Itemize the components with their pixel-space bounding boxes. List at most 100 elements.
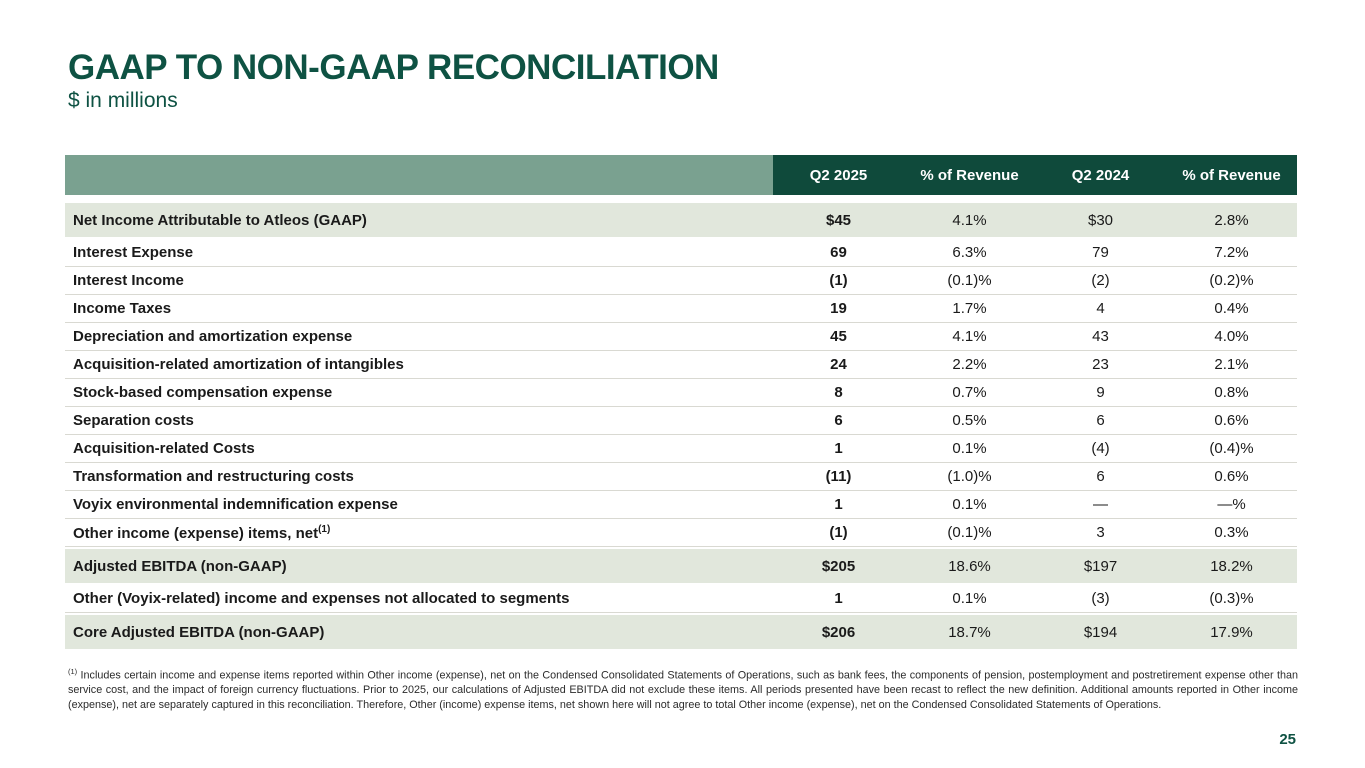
row-label: Net Income Attributable to Atleos (GAAP) <box>73 211 367 229</box>
row-value: (1.0)% <box>947 468 992 485</box>
row-label: Other (Voyix-related) income and expense… <box>73 590 570 607</box>
row-value: 0.3% <box>1214 524 1249 541</box>
row-value: 4.1% <box>952 211 987 229</box>
row-value: (0.3)% <box>1209 590 1254 607</box>
row-value: 0.8% <box>1214 384 1249 401</box>
row-value: 23 <box>1092 356 1109 373</box>
row-value: (0.4)% <box>1209 440 1254 457</box>
row-value: 45 <box>830 328 847 345</box>
row-value: 9 <box>1096 384 1105 401</box>
row-label: Adjusted EBITDA (non-GAAP) <box>73 557 287 575</box>
row-value: 8 <box>834 384 843 401</box>
row-value: 6.3% <box>952 244 987 261</box>
row-value: 24 <box>830 356 847 373</box>
table-header-row: Q2 2025 % of Revenue Q2 2024 % of Revenu… <box>65 155 1297 195</box>
row-value: 2.2% <box>952 356 987 373</box>
table-row: Interest Income (1) (0.1)% (2) (0.2)% <box>65 267 1297 295</box>
table-row: Stock-based compensation expense 8 0.7% 9 0.… <box>65 379 1297 407</box>
page-number: 25 <box>1279 731 1296 748</box>
row-value: (1) <box>829 524 848 541</box>
column-header-q2-2024: Q2 2024 <box>1035 155 1166 195</box>
row-value: 0.6% <box>1214 468 1249 485</box>
table-row: Adjusted EBITDA (non-GAAP) $205 18.6% $197 1… <box>65 549 1297 583</box>
footnote-text: Includes certain income and expense item… <box>68 669 1299 712</box>
subtitle: $ in millions <box>68 89 178 112</box>
row-label: Depreciation and amortization expense <box>73 328 353 345</box>
row-label: Acquisition-related amortization of inta… <box>73 356 404 373</box>
row-label: Separation costs <box>73 412 194 429</box>
row-label-superscript: (1) <box>318 523 331 535</box>
row-value: 18.2% <box>1210 557 1253 575</box>
row-value: 1 <box>834 496 843 513</box>
row-value: 1 <box>834 440 843 457</box>
row-value: 0.6% <box>1214 412 1249 429</box>
row-value: 7.2% <box>1214 244 1249 261</box>
row-label: Stock-based compensation expense <box>73 384 333 401</box>
row-value: — <box>1093 496 1108 513</box>
table-row: Other income (expense) items, net(1) (1)(… <box>65 519 1297 547</box>
row-value: $194 <box>1083 623 1118 641</box>
row-value: (0.1)% <box>947 524 992 541</box>
row-value: 0.1% <box>952 440 987 457</box>
row-label: Acquisition-related Costs <box>73 440 255 457</box>
row-value: 4 <box>1096 300 1105 317</box>
row-value: (2) <box>1091 272 1110 289</box>
row-value: $45 <box>825 211 852 229</box>
table-row: Separation costs 6 0.5% 6 0.6% <box>65 407 1297 435</box>
row-label: Transformation and restructuring costs <box>73 468 354 485</box>
table-body: Net Income Attributable to Atleos (GAAP)… <box>65 203 1297 649</box>
row-value: (11) <box>825 468 852 485</box>
footnote-marker: (1) <box>68 667 78 676</box>
row-value: 2.1% <box>1214 356 1249 373</box>
row-value: $30 <box>1087 211 1114 229</box>
row-value: 19 <box>830 300 847 317</box>
row-label: Interest Expense <box>73 244 194 261</box>
row-value: 1.7% <box>952 300 987 317</box>
table-row: Core Adjusted EBITDA (non-GAAP) $206 18.7%… <box>65 615 1297 649</box>
table-row: Acquisition-related Costs 1 0.1% (4) (0.4)% <box>65 435 1297 463</box>
table-row: Voyix environmental indemnification expe… <box>65 491 1297 519</box>
row-value: 43 <box>1092 328 1109 345</box>
row-label: Income Taxes <box>73 300 172 317</box>
row-value: (4) <box>1091 440 1110 457</box>
table-row: Interest Expense 69 6.3% 79 7.2% <box>65 239 1297 267</box>
header-spacer <box>65 155 773 195</box>
column-header-pct-revenue-2024: % of Revenue <box>1166 155 1297 195</box>
row-value: 4.0% <box>1214 328 1249 345</box>
row-value: 18.6% <box>948 557 991 575</box>
row-value: 6 <box>834 412 843 429</box>
row-value: $197 <box>1083 557 1118 575</box>
row-value: 18.7% <box>948 623 991 641</box>
row-value: —% <box>1217 496 1246 513</box>
row-value: 69 <box>830 244 847 261</box>
row-value: 0.7% <box>952 384 987 401</box>
row-value: 6 <box>1096 412 1105 429</box>
row-value: 2.8% <box>1214 211 1249 229</box>
row-value: 4.1% <box>952 328 987 345</box>
column-header-q2-2025: Q2 2025 <box>773 155 904 195</box>
row-value: 0.1% <box>952 590 987 607</box>
row-value: 0.5% <box>952 412 987 429</box>
row-value: 6 <box>1096 468 1105 485</box>
table-row: Net Income Attributable to Atleos (GAAP)… <box>65 203 1297 237</box>
row-value: 0.4% <box>1214 300 1249 317</box>
row-value: 0.1% <box>952 496 987 513</box>
column-header-pct-revenue-2025: % of Revenue <box>904 155 1035 195</box>
row-value: 79 <box>1092 244 1109 261</box>
row-value: (0.1)% <box>947 272 992 289</box>
row-value: 3 <box>1096 524 1105 541</box>
row-label: Other income (expense) items, net(1) <box>73 523 331 542</box>
page-title: GAAP TO NON-GAAP RECONCILIATION <box>68 48 719 87</box>
row-value: $206 <box>821 623 856 641</box>
row-value: (3) <box>1091 590 1110 607</box>
table-row: Depreciation and amortization expense 45 4… <box>65 323 1297 351</box>
table-row: Income Taxes 19 1.7% 4 0.4% <box>65 295 1297 323</box>
row-value: 17.9% <box>1210 623 1253 641</box>
row-value: 1 <box>834 590 843 607</box>
row-value: $205 <box>821 557 856 575</box>
row-label: Voyix environmental indemnification expe… <box>73 496 398 513</box>
table-row: Acquisition-related amortization of inta… <box>65 351 1297 379</box>
row-value: (0.2)% <box>1209 272 1254 289</box>
reconciliation-table: Q2 2025 % of Revenue Q2 2024 % of Revenu… <box>65 155 1297 651</box>
